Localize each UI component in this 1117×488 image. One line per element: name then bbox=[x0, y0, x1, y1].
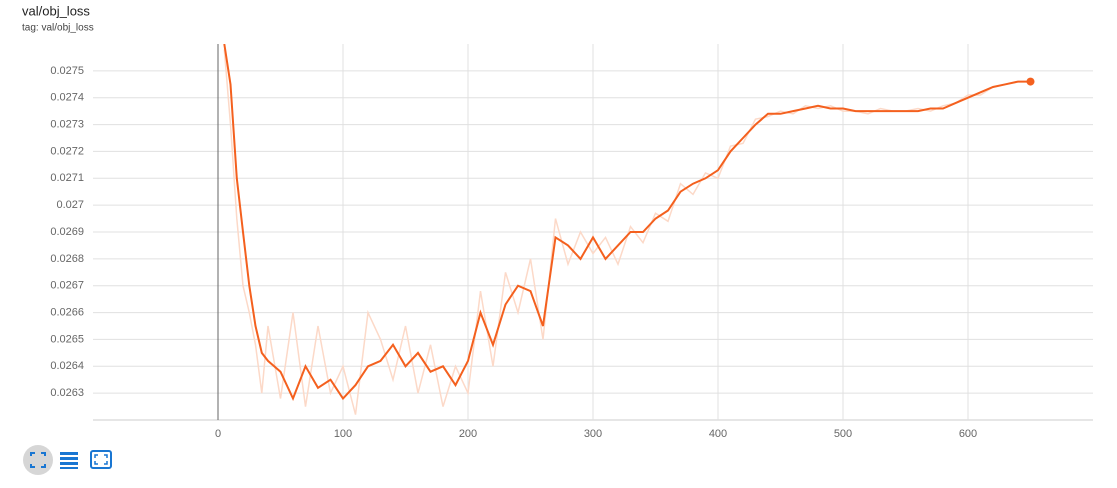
x-tick-label: 400 bbox=[709, 428, 727, 440]
y-tick-label: 0.0271 bbox=[50, 172, 84, 184]
chart-subtitle: tag: val/obj_loss bbox=[22, 23, 94, 34]
fit-icon bbox=[30, 452, 46, 468]
y-tick-label: 0.0267 bbox=[50, 280, 84, 292]
y-tick-label: 0.0275 bbox=[50, 65, 84, 77]
y-tick-label: 0.0264 bbox=[50, 360, 84, 372]
y-tick-label: 0.027 bbox=[56, 199, 84, 211]
y-tick-label: 0.0274 bbox=[50, 92, 84, 104]
series-line bbox=[223, 44, 1031, 402]
x-tick-label: 300 bbox=[584, 428, 602, 440]
plot-area bbox=[223, 44, 1031, 415]
y-tick-label: 0.0265 bbox=[50, 333, 84, 345]
expand-button[interactable] bbox=[90, 450, 112, 469]
x-tick-label: 100 bbox=[334, 428, 352, 440]
chart-title: val/obj_loss bbox=[22, 3, 90, 18]
log-button[interactable] bbox=[60, 452, 78, 469]
toolbar bbox=[23, 445, 112, 475]
y-tick-label: 0.0272 bbox=[50, 145, 84, 157]
x-tick-label: 600 bbox=[959, 428, 977, 440]
y-tick-label: 0.0268 bbox=[50, 253, 84, 265]
y-tick-label: 0.0269 bbox=[50, 226, 84, 238]
y-tick-label: 0.0273 bbox=[50, 118, 84, 130]
last-point bbox=[1026, 77, 1035, 86]
y-tick-label: 0.0263 bbox=[50, 387, 84, 399]
x-tick-label: 200 bbox=[459, 428, 477, 440]
x-tick-label: 500 bbox=[834, 428, 852, 440]
fit-button[interactable] bbox=[23, 445, 53, 475]
x-tick-label: 0 bbox=[215, 428, 221, 440]
y-tick-label: 0.0266 bbox=[50, 306, 84, 318]
